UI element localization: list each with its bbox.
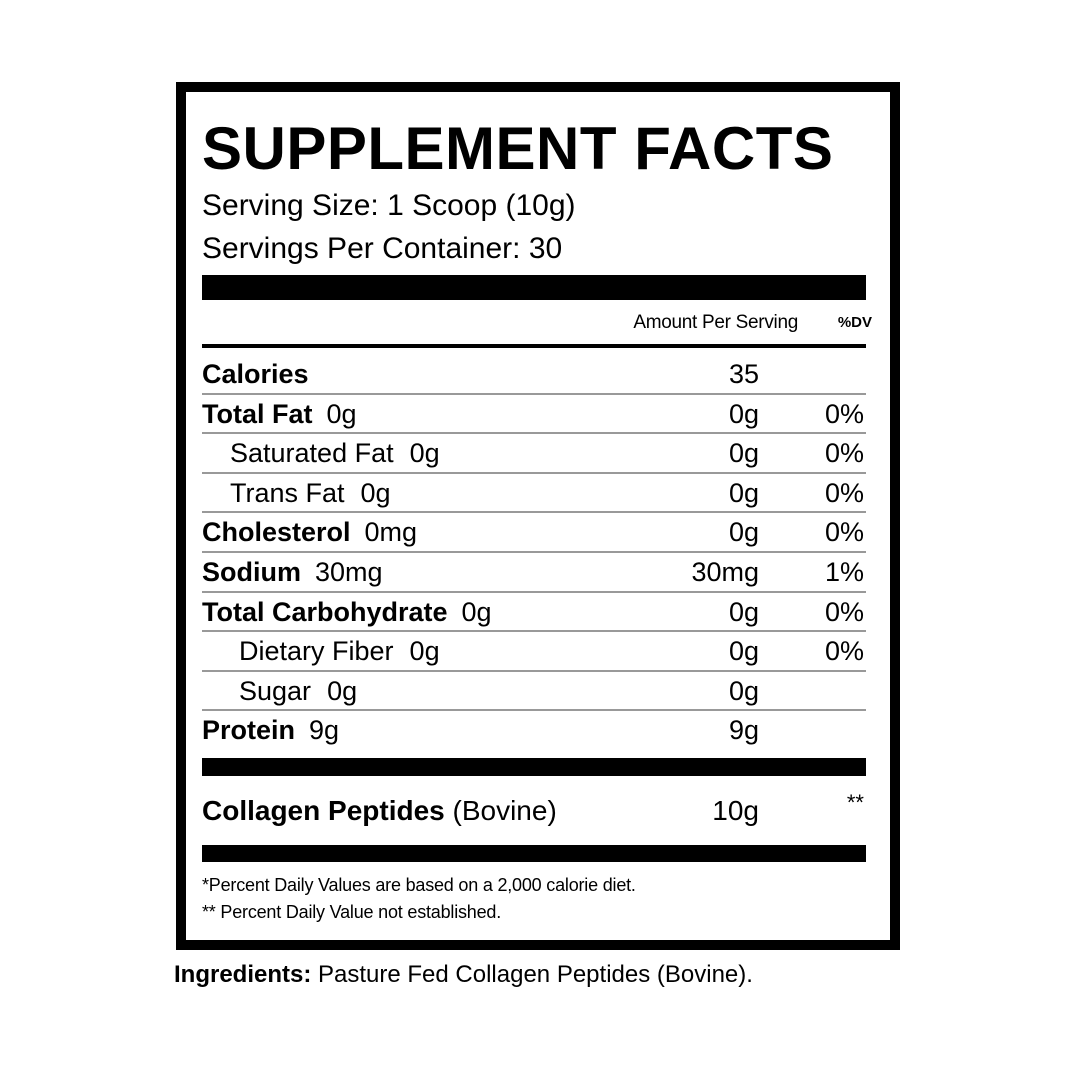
nutrient-row: Cholesterol 0mg 0g 0% <box>202 513 866 553</box>
nutrient-amount: 0g <box>728 398 759 429</box>
nutrient-name: Dietary Fiber <box>239 636 394 667</box>
footnote: ** Percent Daily Value not established. <box>202 902 502 922</box>
nutrient-amount: 0g <box>728 596 759 627</box>
nutrient-quantity: 0g <box>360 477 391 508</box>
nutrient-quantity: 0mg <box>364 517 418 548</box>
ingredient-name: Collagen Peptides <box>202 795 445 826</box>
nutrient-row: Sugar 0g 0g <box>202 672 866 712</box>
nutrient-name: Saturated Fat <box>230 438 394 469</box>
nutrient-row: Protein 9g 9g <box>202 711 866 751</box>
nutrient-row: Saturated Fat 0g 0g 0% <box>202 434 866 474</box>
nutrient-amount: 0g <box>728 636 759 667</box>
nutrient-quantity: 30mg <box>315 557 383 587</box>
ingredients-text: Pasture Fed Collagen Peptides (Bovine). <box>318 961 753 988</box>
nutrient-amount: 0g <box>728 438 759 469</box>
nutrient-row: Sodium 30mg 30mg 1% <box>202 553 866 593</box>
nutrient-quantity: 0g <box>327 675 358 706</box>
nutrient-quantity: 0g <box>461 596 492 627</box>
nutrient-name: Calories <box>202 359 309 389</box>
ingredients-statement: Ingredients: Pasture Fed Collagen Peptid… <box>174 960 753 990</box>
nutrient-amount: 0g <box>728 477 759 508</box>
nutrient-dv: 0% <box>824 596 864 627</box>
collagen-row: Collagen Peptides (Bovine) 10g ** <box>202 790 866 831</box>
nutrient-name: Sugar <box>239 675 312 706</box>
nutrient-row: Trans Fat 0g 0g 0% <box>202 474 866 514</box>
nutrient-amount: 0g <box>728 675 759 706</box>
nutrient-name: Trans Fat <box>230 477 345 508</box>
nutrient-quantity: 0g <box>409 636 440 667</box>
amount-per-serving-header: Amount Per Serving <box>633 312 798 333</box>
nutrient-row: Calories 35 <box>202 355 866 395</box>
nutrient-row: Total Carbohydrate 0g 0g 0% <box>202 593 866 633</box>
divider-bar <box>202 275 866 300</box>
nutrient-dv: 0% <box>824 636 864 667</box>
nutrient-amount: 30mg <box>691 557 759 587</box>
divider-rule <box>202 344 866 348</box>
nutrient-name: Total Fat <box>202 398 313 429</box>
nutrient-row: Dietary Fiber 0g 0g 0% <box>202 632 866 672</box>
nutrient-amount: 9g <box>728 715 759 746</box>
supplement-facts-panel: SUPPLEMENT FACTS Serving Size: 1 Scoop (… <box>176 82 900 950</box>
nutrient-name: Protein <box>202 715 296 746</box>
serving-size: Serving Size: 1 Scoop (10g) <box>202 189 576 222</box>
divider-bar <box>202 845 866 862</box>
servings-per-container: Servings Per Container: 30 <box>202 232 563 265</box>
ingredients-label: Ingredients: <box>174 961 312 988</box>
nutrient-quantity: 9g <box>309 715 340 746</box>
nutrient-dv: 0% <box>824 477 864 508</box>
dv-header: %DV <box>837 314 872 331</box>
ingredient-dv: ** <box>846 790 864 815</box>
nutrient-dv: 0% <box>824 517 864 548</box>
nutrient-name: Sodium <box>202 557 301 587</box>
nutrient-row: Total Fat 0g 0g 0% <box>202 395 866 435</box>
nutrient-name: Cholesterol <box>202 517 351 548</box>
panel-title: SUPPLEMENT FACTS <box>202 115 834 182</box>
nutrient-quantity: 0g <box>409 438 440 469</box>
ingredient-source: (Bovine) <box>452 795 557 826</box>
divider-bar <box>202 758 866 776</box>
nutrient-dv: 0% <box>824 438 864 469</box>
ingredient-amount: 10g <box>712 795 759 826</box>
nutrient-dv: 1% <box>824 557 864 587</box>
footnote: *Percent Daily Values are based on a 2,0… <box>202 875 636 895</box>
nutrient-quantity: 0g <box>326 398 357 429</box>
nutrient-amount: 0g <box>728 517 759 548</box>
nutrient-name: Total Carbohydrate <box>202 596 448 627</box>
nutrient-amount: 35 <box>728 359 759 389</box>
nutrient-dv: 0% <box>824 398 864 429</box>
